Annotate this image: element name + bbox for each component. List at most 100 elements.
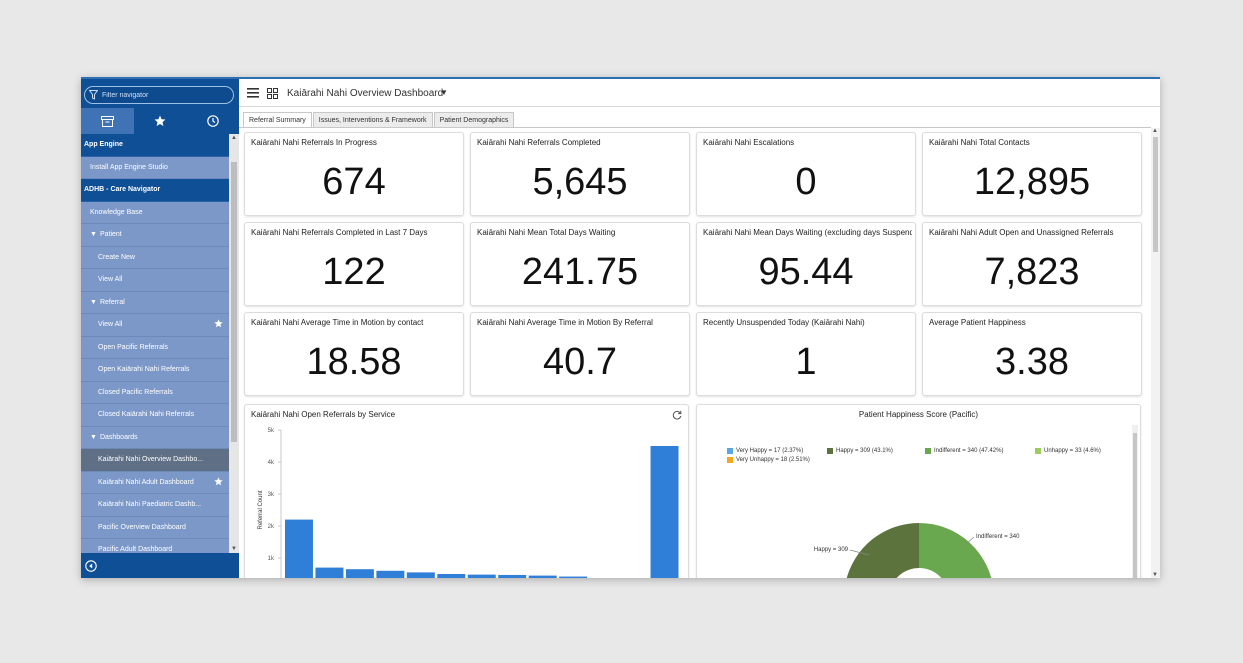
kpi-card[interactable]: Kaiārahi Nahi Average Time in Motion By … [470, 312, 690, 396]
nav-item[interactable]: App Engine [81, 134, 229, 157]
nav-item[interactable]: Pacific Adult Dashboard [81, 539, 229, 553]
refresh-icon[interactable] [672, 410, 682, 420]
nav-item-label: ADHB - Care Navigator [84, 186, 161, 194]
legend-item[interactable]: Unhappy = 33 (4.6%) [1035, 448, 1101, 454]
nav-item-label: Referral [99, 298, 125, 306]
tab[interactable]: Issues, Interventions & Framework [312, 112, 433, 128]
scrollbar-thumb[interactable] [1153, 137, 1158, 252]
bar [345, 569, 374, 578]
favorite-star-icon[interactable] [214, 476, 223, 486]
collapse-navigator-icon[interactable] [85, 560, 97, 572]
nav-item-label: App Engine [84, 141, 123, 149]
pie-slice[interactable] [919, 523, 994, 578]
nav-item[interactable]: Kaiārahi Nahi Adult Dashboard [81, 472, 229, 494]
kpi-title: Kaiārahi Nahi Total Contacts [929, 138, 1030, 147]
kpi-value: 241.75 [521, 251, 639, 293]
nav-item[interactable]: Open Pacific Referrals [81, 337, 229, 359]
kpi-value: 122 [322, 251, 386, 293]
dashboard-grid-icon[interactable] [267, 88, 278, 99]
nav-item[interactable]: ▼ Referral [81, 292, 229, 314]
kpi-card[interactable]: Kaiārahi Nahi Referrals Completed 5,645 [470, 132, 690, 216]
kpi-title: Kaiārahi Nahi Escalations [703, 138, 795, 147]
expand-caret-icon[interactable]: ▼ [90, 231, 97, 239]
navigator-scrollbar[interactable]: ▲ ▼ [229, 134, 239, 553]
kpi-value: 3.38 [995, 341, 1069, 383]
kpi-title: Average Patient Happiness [929, 318, 1026, 327]
scrollbar-thumb[interactable] [1133, 433, 1137, 578]
all-apps-tab[interactable] [81, 108, 134, 134]
pie-callout-label: Happy = 309 [814, 547, 849, 553]
filter-navigator-input[interactable] [102, 89, 230, 102]
main-scrollbar[interactable]: ▲ ▼ [1151, 128, 1160, 578]
legend-swatch [925, 448, 931, 454]
nav-item[interactable]: ▼ Patient [81, 224, 229, 247]
kpi-card[interactable]: Kaiārahi Nahi Referrals Completed in Las… [244, 222, 464, 306]
kpi-card[interactable]: Kaiārahi Nahi Average Time in Motion by … [244, 312, 464, 396]
nav-item[interactable]: Create New [81, 247, 229, 269]
nav-item[interactable]: Closed Kaiārahi Nahi Referrals [81, 404, 229, 427]
open-referrals-by-service-chart: Kaiārahi Nahi Open Referrals by Service … [244, 404, 689, 578]
sidebar-footer [81, 553, 239, 578]
kpi-card[interactable]: Kaiārahi Nahi Escalations 0 [696, 132, 916, 216]
legend-item[interactable]: Happy = 309 (43.1%) [827, 448, 893, 454]
tab[interactable]: Referral Summary [243, 112, 312, 128]
nav-item[interactable]: Closed Pacific Referrals [81, 382, 229, 404]
filter-navigator[interactable] [84, 86, 234, 104]
legend-item[interactable]: Indifferent = 340 (47.42%) [925, 448, 1003, 454]
bar [498, 574, 527, 578]
nav-item[interactable]: Install App Engine Studio [81, 157, 229, 179]
expand-caret-icon[interactable]: ▼ [90, 433, 97, 441]
nav-item[interactable]: Open Kaiārahi Nahi Referrals [81, 359, 229, 382]
nav-item[interactable]: View All [81, 314, 229, 337]
nav-item-label: Dashboards [99, 433, 138, 441]
nav-item-label: Pacific Adult Dashboard [98, 546, 173, 553]
kpi-card[interactable]: Recently Unsuspended Today (Kaiārahi Nah… [696, 312, 916, 396]
nav-item[interactable]: Pacific Overview Dashboard [81, 517, 229, 539]
nav-item[interactable]: View All [81, 269, 229, 292]
kpi-title: Kaiārahi Nahi Referrals In Progress [251, 138, 377, 147]
kpi-card[interactable]: Kaiārahi Nahi Referrals In Progress 674 [244, 132, 464, 216]
kpi-title: Recently Unsuspended Today (Kaiārahi Nah… [703, 318, 865, 327]
nav-item[interactable]: Knowledge Base [81, 202, 229, 224]
kpi-card[interactable]: Kaiārahi Nahi Adult Open and Unassigned … [922, 222, 1142, 306]
chart-title: Patient Happiness Score (Pacific) [858, 410, 979, 419]
history-tab[interactable] [186, 108, 239, 134]
kpi-card[interactable]: Kaiārahi Nahi Mean Days Waiting (excludi… [696, 222, 916, 306]
expand-caret-icon[interactable]: ▼ [90, 298, 97, 306]
dashboard-tabs: Referral Summary Issues, Interventions & … [243, 112, 515, 128]
favorite-star-icon[interactable] [214, 319, 223, 328]
patient-happiness-pie-chart: Patient Happiness Score (Pacific) Very H… [696, 404, 1141, 578]
scrollbar-thumb[interactable] [231, 162, 237, 442]
kpi-value: 5,645 [532, 161, 628, 203]
dashboard-title[interactable]: Kaiārahi Nahi Overview Dashboard [287, 88, 444, 99]
legend-item[interactable]: Very Happy = 17 (2.37%) [727, 448, 803, 454]
legend-item[interactable]: Very Unhappy = 18 (2.51%) [727, 457, 810, 463]
chart-scrollbar[interactable] [1132, 425, 1138, 578]
kpi-card[interactable]: Kaiārahi Nahi Total Contacts 12,895 [922, 132, 1142, 216]
tab[interactable]: Patient Demographics [433, 112, 515, 128]
nav-item[interactable]: ADHB - Care Navigator [81, 179, 229, 202]
scroll-up-icon[interactable]: ▲ [231, 135, 237, 141]
kpi-title: Kaiārahi Nahi Average Time in Motion by … [251, 318, 424, 327]
legend-swatch [827, 448, 833, 454]
kpi-value: 18.58 [306, 341, 402, 383]
scroll-up-icon[interactable]: ▲ [1152, 128, 1158, 134]
nav-item[interactable]: Kaiārahi Nahi Overview Dashbo... [81, 449, 229, 472]
nav-item[interactable]: Kaiārahi Nahi Paediatric Dashb... [81, 494, 229, 517]
pie-slice[interactable] [844, 523, 919, 578]
nav-item-label: Create New [98, 253, 135, 261]
kpi-title: Kaiārahi Nahi Mean Total Days Waiting [477, 228, 616, 237]
kpi-title: Kaiārahi Nahi Mean Days Waiting (excludi… [703, 228, 912, 237]
favorites-tab[interactable] [134, 108, 187, 134]
kpi-card[interactable]: Average Patient Happiness 3.38 [922, 312, 1142, 396]
bar [285, 519, 313, 578]
legend-swatch [727, 457, 733, 463]
dashboard-dropdown-icon[interactable]: ▼ [440, 88, 448, 97]
nav-item[interactable]: ▼ Dashboards [81, 427, 229, 449]
scroll-down-icon[interactable]: ▼ [1152, 572, 1158, 578]
hamburger-menu-icon[interactable] [247, 88, 259, 98]
navigator-tabs [81, 108, 239, 134]
kpi-card[interactable]: Kaiārahi Nahi Mean Total Days Waiting 241… [470, 222, 690, 306]
bar-chart-svg: 5k 4k 3k 2k 1k Referral Count [258, 428, 679, 578]
scroll-down-icon[interactable]: ▼ [231, 546, 237, 552]
